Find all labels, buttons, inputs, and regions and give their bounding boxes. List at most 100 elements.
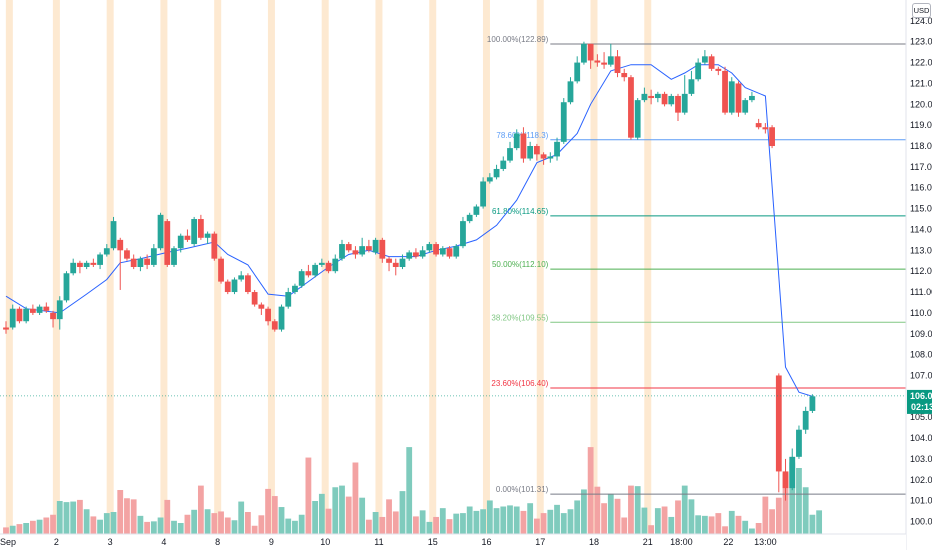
candle-body xyxy=(298,271,305,286)
volume-bar xyxy=(278,507,285,534)
candle-body xyxy=(332,258,339,272)
candle-body xyxy=(285,292,292,307)
candle-body xyxy=(607,56,614,65)
volume-bar xyxy=(345,496,352,534)
candle-body xyxy=(796,429,802,457)
time-tick-label: 9 xyxy=(269,537,274,547)
candle-body xyxy=(379,239,386,259)
volume-bar xyxy=(668,516,675,534)
candle-body xyxy=(628,77,634,138)
time-tick-label: 22 xyxy=(723,537,733,547)
session-highlight xyxy=(590,0,598,534)
volume-bar xyxy=(782,473,789,534)
volume-bar xyxy=(332,487,339,534)
volume-bar xyxy=(769,509,775,534)
volume-bar xyxy=(124,498,130,534)
time-tick-label: 4 xyxy=(161,537,166,547)
candle-body xyxy=(446,248,453,257)
volume-bar xyxy=(554,504,560,534)
volume-bar xyxy=(238,501,245,534)
candle-body xyxy=(601,62,607,65)
volume-bar xyxy=(742,520,749,534)
candle-body xyxy=(29,308,36,313)
price-tick-label: 115.00 xyxy=(910,204,932,214)
price-tick-label: 103.00 xyxy=(910,454,932,464)
volume-bar xyxy=(130,499,137,534)
time-axis-bg xyxy=(0,534,906,550)
volume-bar xyxy=(36,519,43,534)
candle-body xyxy=(594,60,601,63)
volume-bar xyxy=(708,516,715,534)
time-tick-label: 21 xyxy=(643,537,653,547)
volume-bar xyxy=(789,462,796,534)
volume-bar xyxy=(50,514,56,534)
candle-body xyxy=(661,93,668,105)
volume-bar xyxy=(43,517,50,534)
price-tick-label: 101.00 xyxy=(910,496,932,506)
candle-body xyxy=(70,262,77,274)
candle-body xyxy=(312,264,319,276)
candle-body xyxy=(681,93,688,113)
fib-level-label: 100.00%(122.89) xyxy=(487,35,549,44)
candle-body xyxy=(533,146,540,155)
candle-body xyxy=(439,248,446,255)
candle-body xyxy=(365,246,372,251)
volume-bar xyxy=(486,500,493,534)
volume-bar xyxy=(439,508,446,534)
session-highlight xyxy=(267,0,275,534)
volume-bar xyxy=(816,510,823,534)
volume-bar xyxy=(413,516,419,534)
volume-bar xyxy=(507,505,513,534)
time-tick-label: 16 xyxy=(481,537,491,547)
volume-bar xyxy=(191,509,198,534)
currency-button[interactable]: USD xyxy=(912,3,931,18)
volume-bar xyxy=(722,526,728,534)
volume-bar xyxy=(177,523,184,534)
candle-body xyxy=(688,79,695,94)
volume-bar xyxy=(16,524,23,534)
session-highlight xyxy=(5,0,13,534)
price-tick-label: 102.00 xyxy=(910,475,932,485)
candle-body xyxy=(305,271,312,276)
volume-bar xyxy=(265,488,271,534)
price-tick-label: 118.00 xyxy=(910,141,932,151)
candle-body xyxy=(419,250,426,257)
candle-body xyxy=(513,133,520,149)
volume-bar xyxy=(204,509,211,534)
time-tick-label: 10 xyxy=(320,537,330,547)
bar-countdown: 02:13 xyxy=(911,402,932,412)
candle-body xyxy=(480,181,487,207)
time-tick-label: 2 xyxy=(54,537,59,547)
candle-body xyxy=(345,244,352,251)
candle-body xyxy=(782,471,789,489)
candle-body xyxy=(245,275,251,293)
session-highlight xyxy=(375,0,383,534)
candle-body xyxy=(749,95,755,101)
candle-body xyxy=(587,43,594,61)
price-tick-label: 112.00 xyxy=(910,266,932,276)
volume-bar xyxy=(150,521,157,534)
price-axis-bg xyxy=(906,0,932,550)
candle-body xyxy=(527,146,534,159)
candle-body xyxy=(728,81,735,113)
candle-body xyxy=(520,133,527,159)
candle-body xyxy=(648,95,655,99)
candle-body xyxy=(50,312,56,320)
candle-body xyxy=(486,177,493,182)
volume-bar xyxy=(23,523,30,534)
candle-body xyxy=(278,306,285,330)
fib-level-label: 0.00%(101.31) xyxy=(496,485,549,494)
volume-bar xyxy=(594,486,601,534)
volume-bar xyxy=(184,514,191,534)
candle-body xyxy=(567,81,574,103)
candle-body xyxy=(769,127,775,147)
price-tick-label: 113.00 xyxy=(910,245,932,255)
candle-body xyxy=(56,300,63,320)
candle-body xyxy=(668,95,675,105)
volume-bar xyxy=(97,519,103,534)
candle-body xyxy=(43,306,50,311)
price-tick-label: 109.00 xyxy=(910,329,932,339)
candle-body xyxy=(97,254,103,265)
